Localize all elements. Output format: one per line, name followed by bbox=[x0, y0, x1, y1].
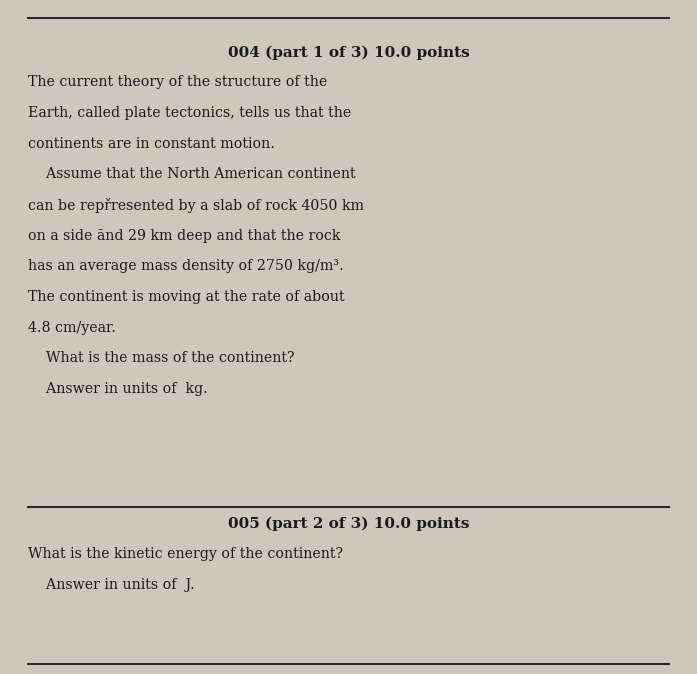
Text: Earth, called plate tectonics, tells us that the: Earth, called plate tectonics, tells us … bbox=[28, 106, 351, 120]
Text: The current theory of the structure of the: The current theory of the structure of t… bbox=[28, 75, 327, 90]
Text: Answer in units of  J.: Answer in units of J. bbox=[28, 578, 194, 592]
Text: Assume that the North American continent: Assume that the North American continent bbox=[28, 167, 355, 181]
Text: What is the kinetic energy of the continent?: What is the kinetic energy of the contin… bbox=[28, 547, 343, 561]
Text: on a side ānd 29 km deep and that the rock: on a side ānd 29 km deep and that the ro… bbox=[28, 228, 340, 243]
Text: has an average mass density of 2750 kg/m³.: has an average mass density of 2750 kg/m… bbox=[28, 259, 344, 274]
Text: The continent is moving at the rate of about: The continent is moving at the rate of a… bbox=[28, 290, 344, 304]
Text: 4.8 cm/year.: 4.8 cm/year. bbox=[28, 321, 116, 335]
Text: 005 (part 2 of 3) 10.0 points: 005 (part 2 of 3) 10.0 points bbox=[228, 516, 469, 530]
Text: 004 (part 1 of 3) 10.0 points: 004 (part 1 of 3) 10.0 points bbox=[228, 45, 469, 59]
Text: What is the mass of the continent?: What is the mass of the continent? bbox=[28, 352, 294, 365]
Text: can be repřresented by a slab of rock 4050 km: can be repřresented by a slab of rock 40… bbox=[28, 198, 364, 213]
Text: continents are in constant motion.: continents are in constant motion. bbox=[28, 137, 275, 151]
Text: Answer in units of  kg.: Answer in units of kg. bbox=[28, 382, 208, 396]
